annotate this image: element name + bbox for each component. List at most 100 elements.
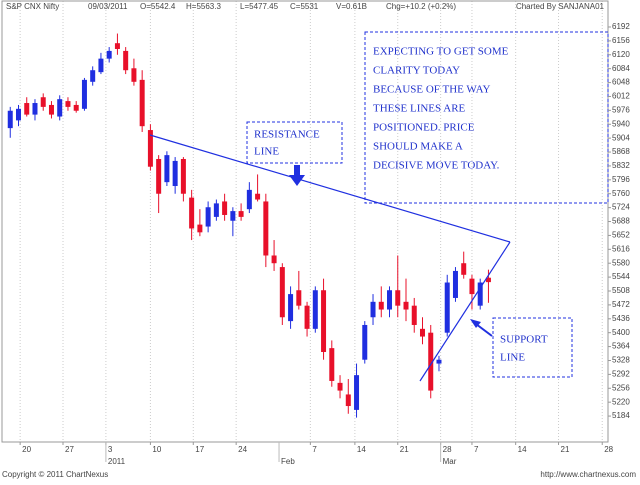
candle-body	[15, 108, 21, 121]
candle-body	[65, 101, 71, 107]
candle-body	[444, 282, 450, 333]
annotation-text: LINE	[500, 352, 525, 364]
candle-body	[189, 197, 195, 229]
header-field: H=5563.3	[186, 2, 221, 11]
y-tick-label: 5724	[612, 203, 630, 212]
labels: S&P CNX Nifty 09/03/2011 O=5542.4 H=5563.3 L…	[2, 2, 636, 479]
y-tick-label: 6084	[612, 64, 630, 73]
candle-body	[7, 110, 13, 129]
y-tick-label: 5292	[612, 369, 630, 378]
header-field: O=5542.4	[140, 2, 176, 11]
candle-body	[57, 99, 63, 117]
y-tick-label: 5652	[612, 231, 630, 240]
candle-body	[477, 282, 483, 306]
candle-body	[345, 394, 351, 407]
y-tick-label: 5364	[612, 342, 630, 351]
annotation-text: RESISTANCE	[254, 129, 320, 141]
candle-body	[32, 103, 38, 115]
candle-body	[387, 290, 393, 310]
annotation-text: SHOULD MAKE A	[373, 141, 463, 153]
y-tick-label: 5256	[612, 383, 630, 392]
resistance-box	[246, 121, 343, 164]
y-tick-label: 5508	[612, 286, 630, 295]
y-tick-label: 5436	[612, 314, 630, 323]
candle-body	[370, 301, 376, 318]
candle-body	[469, 278, 475, 295]
y-tick-label: 5580	[612, 258, 630, 267]
footer-right: http://www.chartnexus.com	[540, 470, 636, 479]
resistance-arrow	[289, 165, 305, 186]
y-tick-label: 5904	[612, 133, 630, 142]
candle-body	[222, 201, 228, 215]
candle-body	[395, 290, 401, 306]
x-tick-label: 21	[561, 445, 570, 454]
support-arrow-head	[470, 319, 481, 328]
x-tick-label: 28	[443, 445, 452, 454]
candle-body	[24, 103, 30, 115]
month-label: 2011	[108, 457, 126, 466]
x-tick-label: 20	[22, 445, 31, 454]
y-tick-label: 5544	[612, 272, 630, 281]
annotation-text: CLARITY TODAY	[373, 65, 460, 77]
y-tick-label: 6156	[612, 36, 630, 45]
candle-body	[131, 68, 137, 82]
candle-body	[436, 359, 442, 364]
annotation-text: SUPPORT	[500, 334, 548, 346]
candle-body	[139, 79, 145, 127]
y-tick-label: 5760	[612, 189, 630, 198]
candle-body	[90, 70, 96, 82]
candle-body	[378, 301, 384, 310]
y-tick-label: 5868	[612, 147, 630, 156]
candle-body	[485, 277, 491, 283]
x-tick-label: 10	[152, 445, 161, 454]
annotation-text: THESE LINES ARE	[373, 103, 466, 115]
resistance-line	[149, 134, 511, 243]
support-arrow	[475, 323, 493, 337]
candle-body	[213, 203, 219, 217]
y-tick-label: 5616	[612, 244, 630, 253]
candle-body	[156, 158, 162, 194]
candle-body	[205, 207, 211, 227]
x-tick-label: 14	[357, 445, 366, 454]
y-tick-label: 5976	[612, 105, 630, 114]
candle-body	[147, 130, 153, 167]
y-tick-label: 6192	[612, 22, 630, 31]
annotation-text: DECISIVE MOVE TODAY.	[373, 160, 500, 172]
candle-body	[263, 201, 269, 256]
y-tick-label: 5400	[612, 328, 630, 337]
x-tick-label: 27	[65, 445, 74, 454]
y-tick-label: 5796	[612, 175, 630, 184]
y-tick-label: 5220	[612, 397, 630, 406]
candle-body	[40, 97, 46, 107]
annotation-text: EXPECTING TO GET SOME	[373, 46, 509, 58]
candle-body	[312, 290, 318, 329]
x-tick-label: 3	[108, 445, 113, 454]
header-field: L=5477.45	[240, 2, 279, 11]
candle-body	[197, 224, 203, 233]
x-tick-label: 7	[474, 445, 479, 454]
header-field: V=0.61B	[336, 2, 367, 11]
x-tick-label: 28	[604, 445, 613, 454]
note-box	[364, 31, 609, 204]
candle-body	[354, 375, 360, 410]
candle-body	[428, 332, 434, 391]
candle-body	[246, 189, 252, 210]
x-tick-label: 17	[195, 445, 204, 454]
credit: Charted By SANJANA01	[516, 2, 605, 11]
x-tick-label: 14	[518, 445, 527, 454]
header-field: C=5531	[290, 2, 319, 11]
x-tick-label: 7	[312, 445, 317, 454]
annotation-text: LINE	[254, 146, 279, 158]
y-tick-label: 5472	[612, 300, 630, 309]
candle-body	[296, 290, 302, 306]
y-tick-label: 6120	[612, 50, 630, 59]
support-line	[419, 241, 511, 382]
candle-body	[337, 382, 343, 391]
x-tick-label: 24	[238, 445, 247, 454]
candle-body	[114, 43, 120, 49]
y-tick-label: 6048	[612, 78, 630, 87]
candle-body	[279, 267, 285, 318]
candle-body	[73, 104, 79, 111]
candle-body	[304, 305, 310, 329]
candle-body	[238, 211, 244, 217]
